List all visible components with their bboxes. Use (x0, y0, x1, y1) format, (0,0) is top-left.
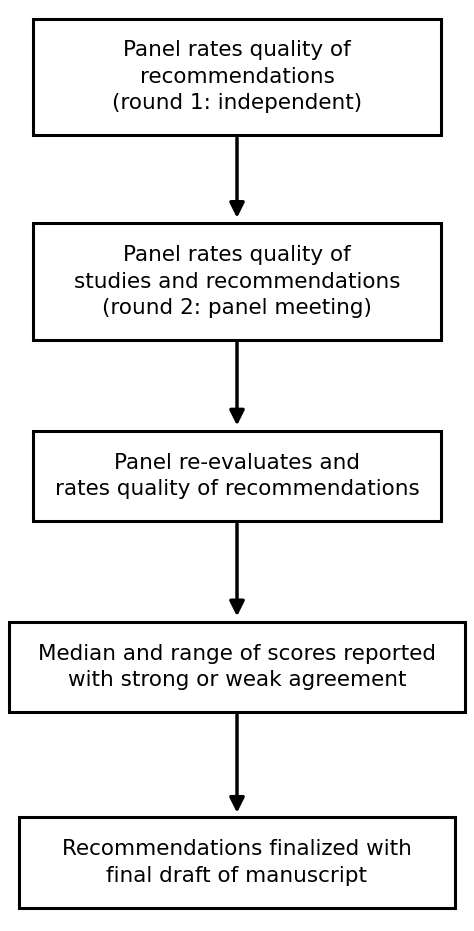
Text: Panel rates quality of
studies and recommendations
(round 2: panel meeting): Panel rates quality of studies and recom… (74, 245, 400, 318)
FancyBboxPatch shape (33, 431, 441, 521)
FancyBboxPatch shape (33, 223, 441, 340)
FancyBboxPatch shape (19, 817, 455, 908)
Text: Recommendations finalized with
final draft of manuscript: Recommendations finalized with final dra… (62, 840, 412, 885)
Text: Panel rates quality of
recommendations
(round 1: independent): Panel rates quality of recommendations (… (112, 40, 362, 114)
FancyBboxPatch shape (9, 622, 465, 712)
FancyBboxPatch shape (33, 19, 441, 135)
Text: Median and range of scores reported
with strong or weak agreement: Median and range of scores reported with… (38, 644, 436, 690)
Text: Panel re-evaluates and
rates quality of recommendations: Panel re-evaluates and rates quality of … (55, 453, 419, 499)
